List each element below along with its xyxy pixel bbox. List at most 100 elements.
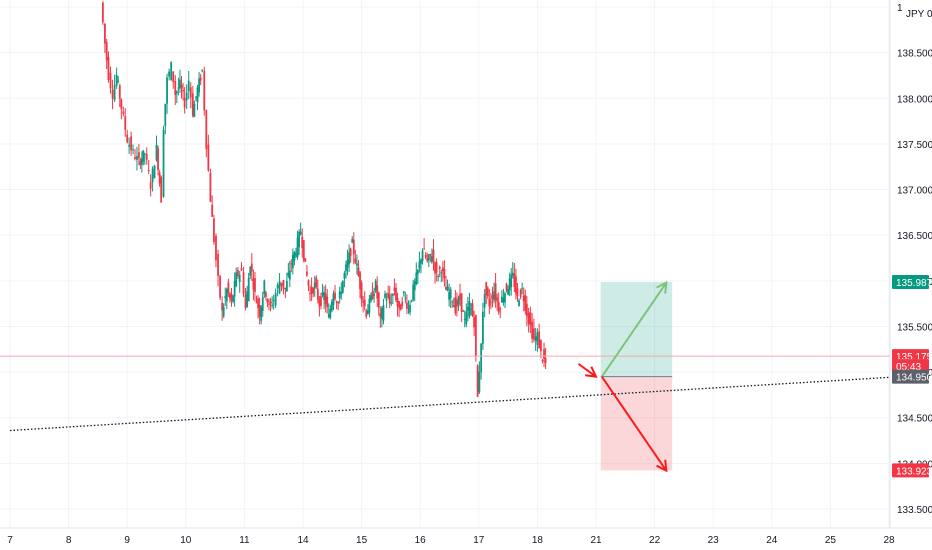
arrow-3 bbox=[601, 376, 668, 473]
candle-body bbox=[138, 152, 140, 159]
candle-body bbox=[527, 313, 530, 324]
candle-body bbox=[463, 318, 466, 320]
candle-body bbox=[298, 231, 300, 248]
candle-body bbox=[352, 239, 355, 255]
candle-body bbox=[158, 172, 161, 184]
time-tick-label: 24 bbox=[766, 535, 778, 546]
candle-body bbox=[295, 253, 297, 256]
candle-body bbox=[483, 294, 486, 308]
candle-body bbox=[454, 297, 457, 314]
candle-body bbox=[199, 77, 202, 81]
candle-body bbox=[170, 62, 173, 81]
candle-body bbox=[274, 293, 277, 306]
candle-body bbox=[293, 252, 296, 261]
time-tick-label: 18 bbox=[532, 535, 544, 546]
candle-body bbox=[460, 293, 463, 312]
candle-body bbox=[235, 272, 238, 287]
candle-body bbox=[306, 271, 308, 276]
time-tick-label: 8 bbox=[66, 535, 72, 546]
candle-body bbox=[412, 284, 415, 300]
candle-body bbox=[538, 331, 541, 349]
candle-body bbox=[120, 99, 123, 110]
candle-body bbox=[318, 299, 321, 307]
candle-body bbox=[285, 280, 288, 292]
candle-body bbox=[448, 292, 451, 300]
price-tick-label: 1 bbox=[897, 3, 903, 14]
candle-body bbox=[271, 304, 274, 306]
candle-body bbox=[155, 144, 158, 161]
price-badge-bg bbox=[892, 275, 929, 290]
time-tick-label: 22 bbox=[649, 535, 661, 546]
candle-body bbox=[282, 280, 285, 289]
candle-body bbox=[440, 272, 443, 274]
candle-body bbox=[451, 301, 454, 303]
candle-body bbox=[497, 302, 500, 313]
candle-body bbox=[499, 308, 502, 310]
candle-body bbox=[269, 301, 272, 304]
candle-body bbox=[441, 267, 444, 272]
candle-body bbox=[468, 300, 471, 317]
candle-body bbox=[213, 218, 215, 243]
candle-body bbox=[348, 252, 350, 265]
candle-body bbox=[182, 89, 184, 92]
candle-body bbox=[278, 281, 281, 294]
candle-body bbox=[335, 301, 338, 303]
candle-body bbox=[476, 365, 479, 397]
candle-body bbox=[401, 301, 404, 306]
time-tick-label: 21 bbox=[590, 535, 602, 546]
time-tick-label: 25 bbox=[825, 535, 837, 546]
price-tick-label: 138.500 bbox=[897, 49, 932, 60]
candle-body bbox=[111, 89, 114, 99]
candle-body bbox=[168, 71, 170, 77]
candle-body bbox=[525, 303, 528, 317]
candle-body bbox=[337, 301, 340, 304]
candle-body bbox=[510, 274, 513, 288]
candle-body bbox=[385, 299, 388, 301]
arrow-shaft bbox=[601, 282, 668, 378]
price-badge-label: 133.923 bbox=[896, 466, 932, 477]
candle-body bbox=[244, 294, 247, 308]
long-position-tool[interactable] bbox=[600, 282, 673, 471]
candle-body bbox=[203, 71, 206, 111]
candle-body bbox=[304, 258, 307, 262]
candle-body bbox=[105, 42, 108, 61]
price-badge-label: 134.950 bbox=[896, 373, 932, 384]
candle-body bbox=[276, 284, 279, 289]
candle-body bbox=[290, 263, 293, 265]
candle-body bbox=[465, 311, 468, 325]
candle-body bbox=[504, 293, 506, 303]
candle-body bbox=[115, 74, 118, 86]
time-axis[interactable]: 7 8 9 10 11 14 15 16 17 18 21 22 23 24 25 28 bbox=[0, 527, 932, 550]
candle-body bbox=[187, 80, 190, 92]
candle-body bbox=[366, 310, 369, 315]
candle-body bbox=[312, 288, 315, 294]
candle-body bbox=[177, 87, 180, 89]
time-tick-label: 28 bbox=[883, 535, 895, 546]
candle-body bbox=[420, 259, 422, 264]
candle-body bbox=[543, 349, 545, 359]
price-badge-label: 135.175 bbox=[896, 352, 932, 363]
candle-body bbox=[252, 278, 255, 290]
candle-body bbox=[240, 268, 243, 271]
candle-body bbox=[142, 150, 145, 162]
candle-body bbox=[395, 287, 397, 301]
candle-body bbox=[404, 297, 407, 299]
candle-body bbox=[427, 254, 430, 261]
candle-body bbox=[232, 295, 234, 302]
candle-body bbox=[379, 313, 382, 318]
candle-body bbox=[541, 360, 544, 362]
candle-body bbox=[301, 236, 304, 249]
candle-body bbox=[179, 79, 181, 89]
arrow-head bbox=[656, 459, 668, 473]
candle-body bbox=[423, 248, 426, 250]
currency-label: JPY 0 bbox=[906, 9, 932, 20]
candle-body bbox=[291, 254, 294, 268]
candle-body bbox=[219, 275, 221, 298]
chart-drawings[interactable] bbox=[0, 280, 901, 473]
arrow-2 bbox=[601, 280, 668, 378]
candle-body bbox=[371, 291, 374, 300]
candle-body bbox=[359, 272, 361, 290]
candle-body bbox=[351, 239, 354, 243]
candle-body bbox=[164, 103, 167, 127]
